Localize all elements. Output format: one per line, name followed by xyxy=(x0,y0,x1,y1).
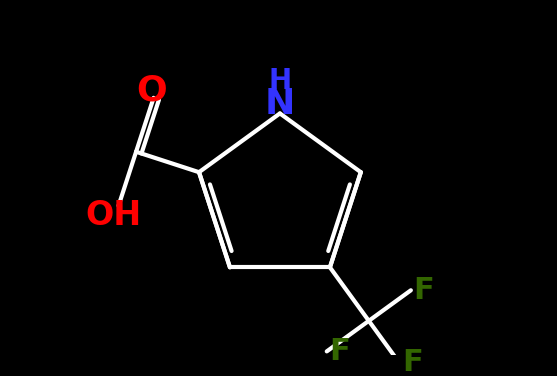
Text: F: F xyxy=(402,349,423,376)
Text: O: O xyxy=(136,73,167,107)
Text: N: N xyxy=(265,87,295,121)
Text: F: F xyxy=(330,337,350,366)
Text: F: F xyxy=(414,276,434,305)
Text: H: H xyxy=(268,67,291,95)
Text: OH: OH xyxy=(86,199,142,232)
